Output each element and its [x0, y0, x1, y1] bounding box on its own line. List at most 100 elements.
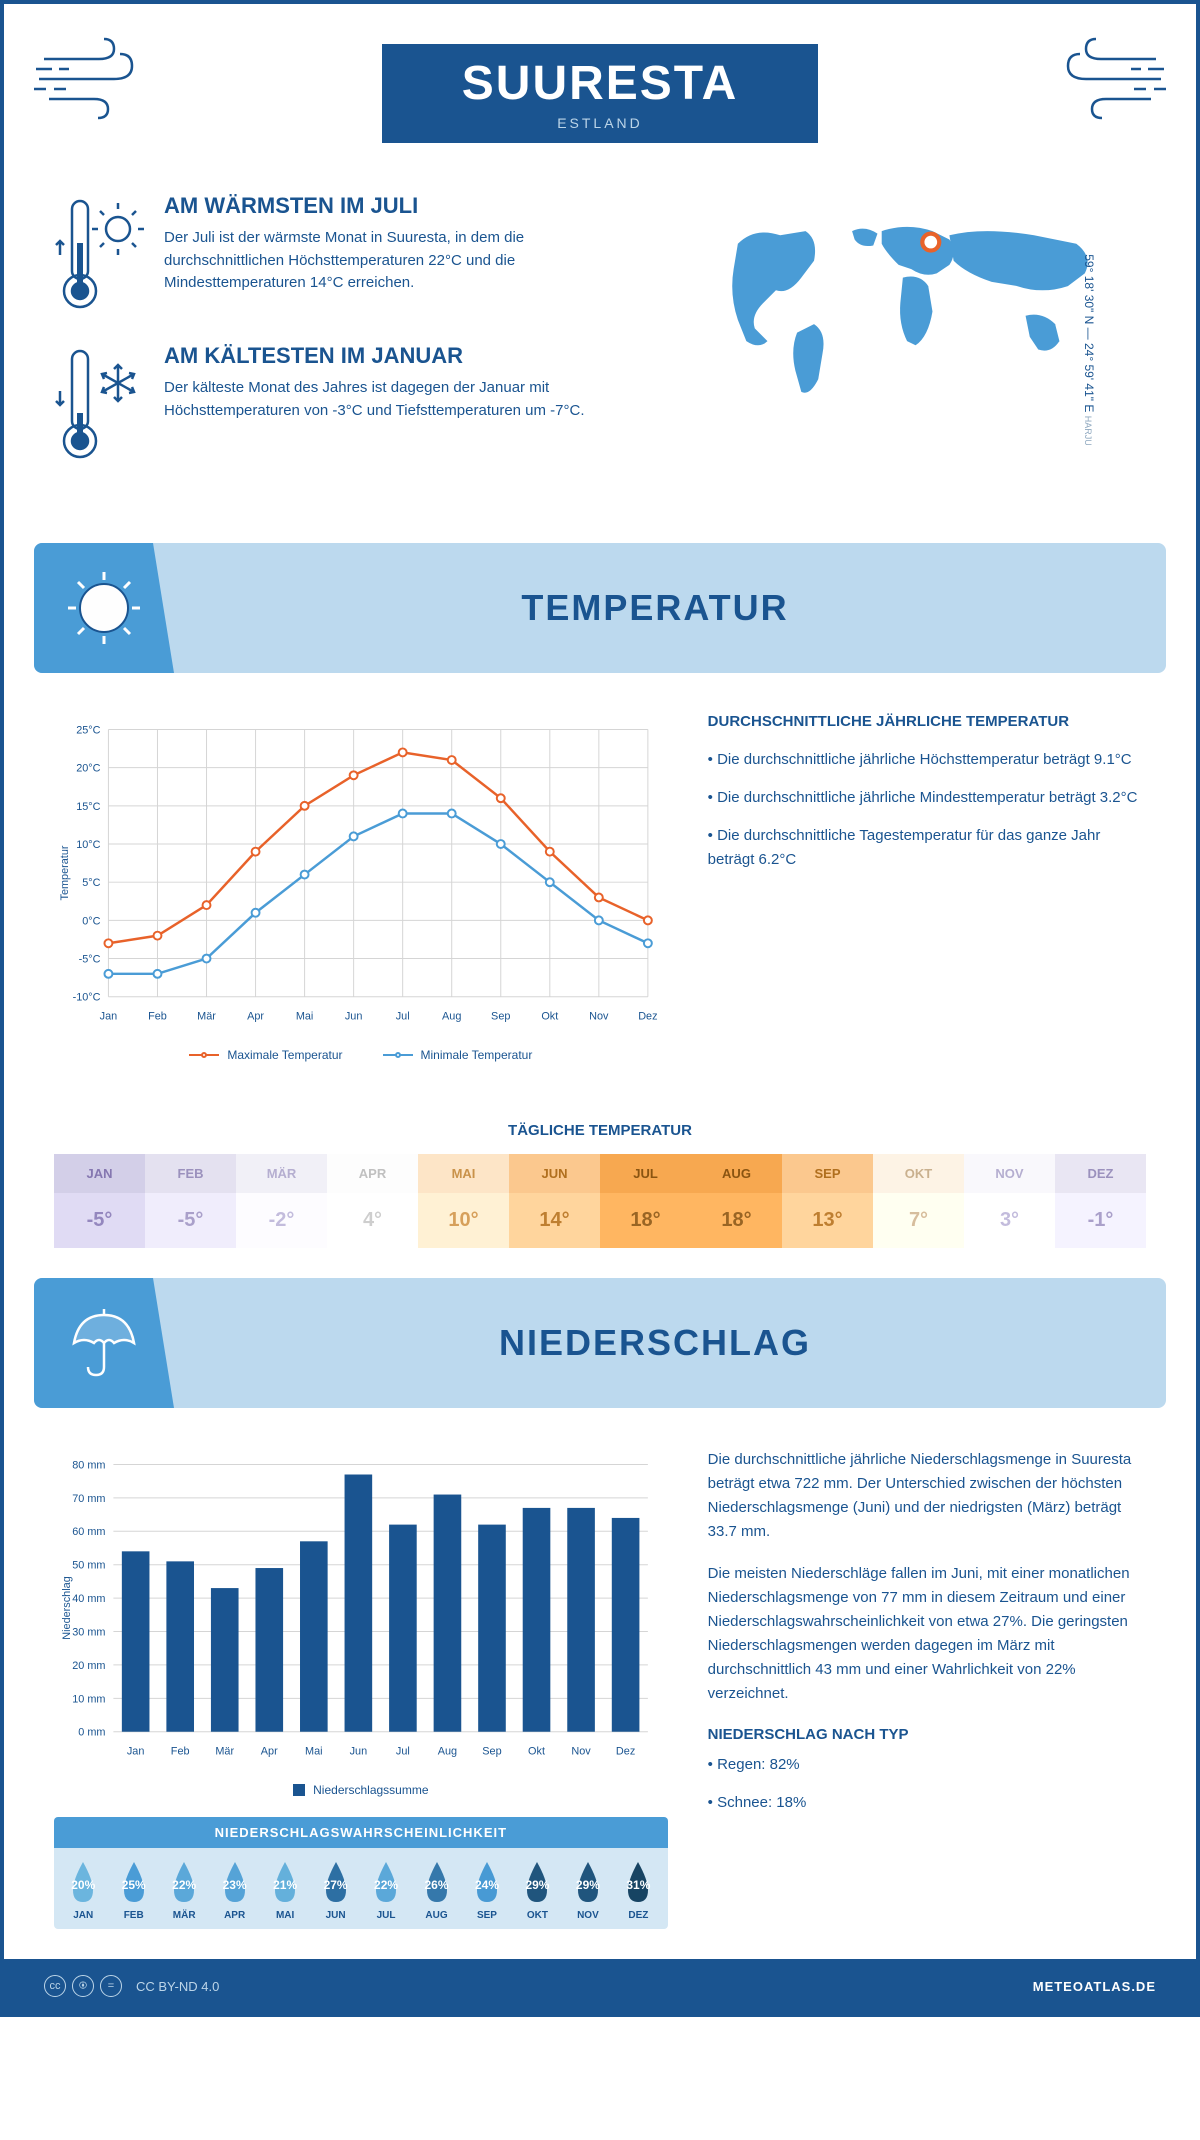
temperature-chart-area: -10°C-5°C0°C5°C10°C15°C20°C25°CJanFebMär…	[54, 713, 668, 1062]
temperature-title: TEMPERATUR	[174, 587, 1136, 629]
svg-text:0°C: 0°C	[82, 915, 100, 927]
daily-cell: JUN 14°	[509, 1154, 600, 1248]
prob-cell: 29%NOV	[563, 1860, 613, 1921]
svg-text:60 mm: 60 mm	[72, 1526, 105, 1538]
temp-info-title: DURCHSCHNITTLICHE JÄHRLICHE TEMPERATUR	[708, 713, 1146, 730]
cc-icon: cc	[44, 1975, 66, 1997]
prob-cell: 20%JAN	[58, 1860, 108, 1921]
svg-text:Jul: Jul	[396, 1745, 410, 1757]
svg-text:10 mm: 10 mm	[72, 1693, 105, 1705]
daily-cell: MAI 10°	[418, 1154, 509, 1248]
daily-cell: JUL 18°	[600, 1154, 691, 1248]
daily-cell: NOV 3°	[964, 1154, 1055, 1248]
svg-text:25°C: 25°C	[76, 724, 100, 736]
license-text: CC BY-ND 4.0	[136, 1979, 219, 1994]
coords-region: HARJU	[1082, 416, 1092, 446]
svg-text:Mai: Mai	[296, 1010, 314, 1022]
legend-max: Maximale Temperatur	[189, 1048, 342, 1062]
svg-text:Jun: Jun	[345, 1010, 363, 1022]
fact-coldest: AM KÄLTESTEN IM JANUAR Der kälteste Mona…	[54, 343, 628, 463]
precip-type-item: • Schnee: 18%	[708, 1791, 1146, 1815]
precip-left: 0 mm10 mm20 mm30 mm40 mm50 mm60 mm70 mm8…	[54, 1448, 668, 1929]
svg-text:Aug: Aug	[438, 1745, 457, 1757]
page-title: SUURESTA	[462, 56, 738, 111]
svg-text:Sep: Sep	[482, 1745, 501, 1757]
precip-type-title: NIEDERSCHLAG NACH TYP	[708, 1726, 1146, 1743]
svg-text:Okt: Okt	[541, 1010, 558, 1022]
daily-cell: FEB -5°	[145, 1154, 236, 1248]
prob-cell: 21%MAI	[260, 1860, 310, 1921]
daily-cell: SEP 13°	[782, 1154, 873, 1248]
nd-icon: =	[100, 1975, 122, 1997]
svg-text:Jun: Jun	[350, 1745, 368, 1757]
daily-temp-grid: JAN -5°FEB -5°MÄR -2°APR 4°MAI 10°JUN 14…	[54, 1154, 1146, 1248]
daily-temp-title: TÄGLICHE TEMPERATUR	[4, 1122, 1196, 1139]
wind-icon-left	[34, 34, 154, 124]
svg-text:70 mm: 70 mm	[72, 1493, 105, 1505]
svg-text:Mär: Mär	[197, 1010, 216, 1022]
license-block: cc 🅯 = CC BY-ND 4.0	[44, 1975, 219, 1997]
svg-text:Okt: Okt	[528, 1745, 545, 1757]
page-container: SUURESTA ESTLAND	[0, 0, 1200, 2017]
fact-warmest: AM WÄRMSTEN IM JULI Der Juli ist der wär…	[54, 193, 628, 313]
temperature-line-chart: -10°C-5°C0°C5°C10°C15°C20°C25°CJanFebMär…	[54, 713, 668, 1033]
svg-text:5°C: 5°C	[82, 877, 100, 889]
prob-cell: 22%JUL	[361, 1860, 411, 1921]
svg-text:Dez: Dez	[638, 1010, 657, 1022]
prob-cell: 24%SEP	[462, 1860, 512, 1921]
header-banner: SUURESTA ESTLAND	[382, 44, 818, 143]
prob-cell: 27%JUN	[310, 1860, 360, 1921]
svg-text:80 mm: 80 mm	[72, 1459, 105, 1471]
svg-text:Feb: Feb	[171, 1745, 190, 1757]
prob-cell: 31%DEZ	[613, 1860, 663, 1921]
temp-legend: Maximale Temperatur Minimale Temperatur	[54, 1048, 668, 1062]
temperature-info: DURCHSCHNITTLICHE JÄHRLICHE TEMPERATUR •…	[708, 713, 1146, 1062]
svg-text:-10°C: -10°C	[73, 992, 101, 1004]
temp-bullet: • Die durchschnittliche jährliche Höchst…	[708, 748, 1146, 772]
daily-cell: APR 4°	[327, 1154, 418, 1248]
umbrella-icon	[64, 1303, 144, 1383]
temp-bullet: • Die durchschnittliche Tagestemperatur …	[708, 824, 1146, 872]
svg-text:Jan: Jan	[127, 1745, 145, 1757]
svg-text:30 mm: 30 mm	[72, 1626, 105, 1638]
daily-cell: DEZ -1°	[1055, 1154, 1146, 1248]
prob-cell: 26%AUG	[411, 1860, 461, 1921]
svg-text:Niederschlag: Niederschlag	[61, 1576, 73, 1639]
world-map	[668, 193, 1146, 413]
svg-text:Apr: Apr	[247, 1010, 264, 1022]
wind-icon-right	[1046, 34, 1166, 124]
temperature-content: -10°C-5°C0°C5°C10°C15°C20°C25°CJanFebMär…	[4, 693, 1196, 1092]
prob-grid: 20%JAN25%FEB22%MÄR23%APR21%MAI27%JUN22%J…	[54, 1848, 668, 1929]
thermometer-sun-icon	[54, 193, 144, 313]
fact-cold-text: Der kälteste Monat des Jahres ist dagege…	[164, 377, 628, 422]
temperature-header: TEMPERATUR	[34, 543, 1166, 673]
fact-cold-title: AM KÄLTESTEN IM JANUAR	[164, 343, 628, 369]
precip-paragraph: Die durchschnittliche jährliche Niedersc…	[708, 1448, 1146, 1544]
svg-text:Mai: Mai	[305, 1745, 323, 1757]
svg-text:Sep: Sep	[491, 1010, 510, 1022]
svg-text:10°C: 10°C	[76, 839, 100, 851]
sun-icon	[64, 568, 144, 648]
prob-cell: 22%MÄR	[159, 1860, 209, 1921]
map-column: 59° 18' 30" N — 24° 59' 41" E HARJU	[668, 193, 1146, 493]
svg-text:Temperatur: Temperatur	[59, 845, 71, 900]
precip-right: Die durchschnittliche jährliche Niedersc…	[708, 1448, 1146, 1929]
precip-legend: Niederschlagssumme	[54, 1783, 668, 1797]
prob-title: NIEDERSCHLAGSWAHRSCHEINLICHKEIT	[54, 1817, 668, 1848]
facts-column: AM WÄRMSTEN IM JULI Der Juli ist der wär…	[54, 193, 628, 493]
precip-header: NIEDERSCHLAG	[34, 1278, 1166, 1408]
svg-text:Aug: Aug	[442, 1010, 461, 1022]
svg-text:Dez: Dez	[616, 1745, 635, 1757]
svg-text:Jul: Jul	[396, 1010, 410, 1022]
svg-text:20°C: 20°C	[76, 763, 100, 775]
svg-text:15°C: 15°C	[76, 801, 100, 813]
daily-cell: OKT 7°	[873, 1154, 964, 1248]
intro-section: AM WÄRMSTEN IM JULI Der Juli ist der wär…	[4, 163, 1196, 523]
svg-text:40 mm: 40 mm	[72, 1593, 105, 1605]
fact-warm-title: AM WÄRMSTEN IM JULI	[164, 193, 628, 219]
precip-content: 0 mm10 mm20 mm30 mm40 mm50 mm60 mm70 mm8…	[4, 1428, 1196, 1959]
prob-cell: 25%FEB	[108, 1860, 158, 1921]
footer: cc 🅯 = CC BY-ND 4.0 METEOATLAS.DE	[4, 1959, 1196, 2013]
svg-text:Nov: Nov	[589, 1010, 609, 1022]
precip-type-item: • Regen: 82%	[708, 1753, 1146, 1777]
